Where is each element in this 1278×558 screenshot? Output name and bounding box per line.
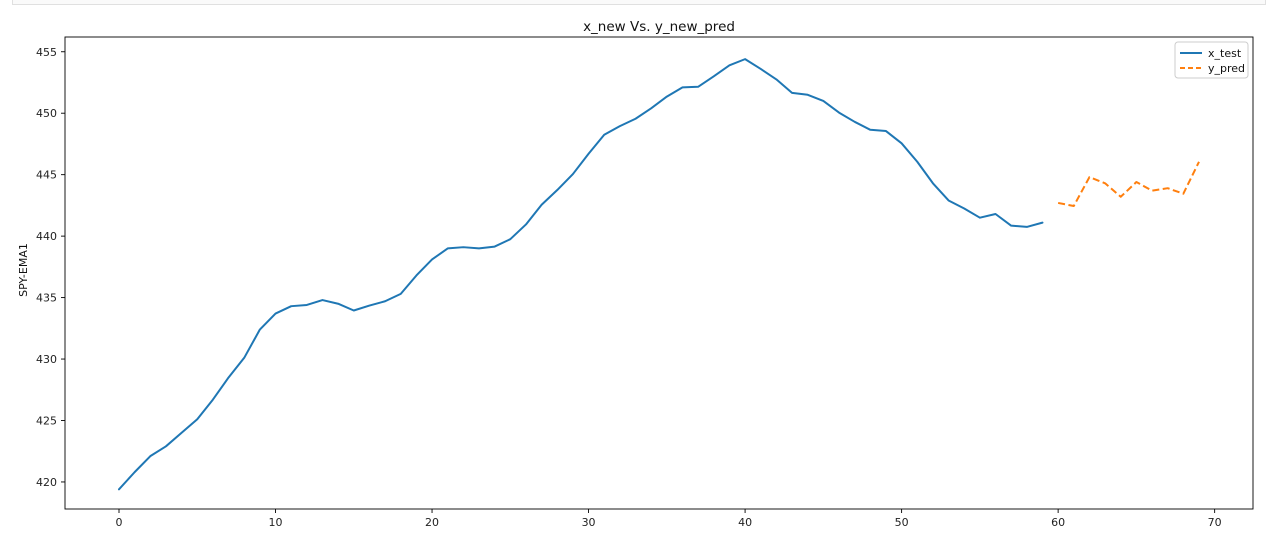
legend-box — [1174, 41, 1249, 79]
series-line-y-pred — [1057, 161, 1200, 208]
legend: x_test y_pred — [1174, 41, 1249, 79]
x-tick-label: 30 — [582, 516, 596, 529]
x-tick-label: 50 — [895, 516, 909, 529]
y-axis: 420 425 430 435 440 445 450 455 — [36, 46, 65, 489]
plot-area-frame — [64, 36, 1254, 510]
series-line-x-test — [118, 58, 1044, 491]
series-layer — [118, 58, 1200, 491]
x-axis: 0 10 20 30 40 50 60 70 — [116, 509, 1222, 529]
legend-label-x-test: x_test — [1208, 47, 1242, 60]
y-tick-label: 425 — [36, 415, 57, 428]
y-tick-label: 450 — [36, 107, 57, 120]
notebook-output-top-edge — [0, 0, 1278, 14]
x-tick-label: 40 — [738, 516, 752, 529]
x-tick-label: 20 — [425, 516, 439, 529]
y-tick-label: 420 — [36, 476, 57, 489]
y-tick-label: 445 — [36, 169, 57, 182]
x-tick-label: 0 — [116, 516, 123, 529]
chart-title: x_new Vs. y_new_pred — [583, 19, 735, 35]
y-tick-label: 440 — [36, 230, 57, 243]
legend-label-y-pred: y_pred — [1208, 62, 1245, 75]
y-axis-label: SPY-EMA1 — [17, 243, 30, 297]
y-tick-label: 435 — [36, 292, 57, 305]
y-tick-label: 455 — [36, 46, 57, 59]
x-tick-label: 70 — [1208, 516, 1222, 529]
y-tick-label: 430 — [36, 353, 57, 366]
x-tick-label: 10 — [269, 516, 283, 529]
x-tick-label: 60 — [1051, 516, 1065, 529]
